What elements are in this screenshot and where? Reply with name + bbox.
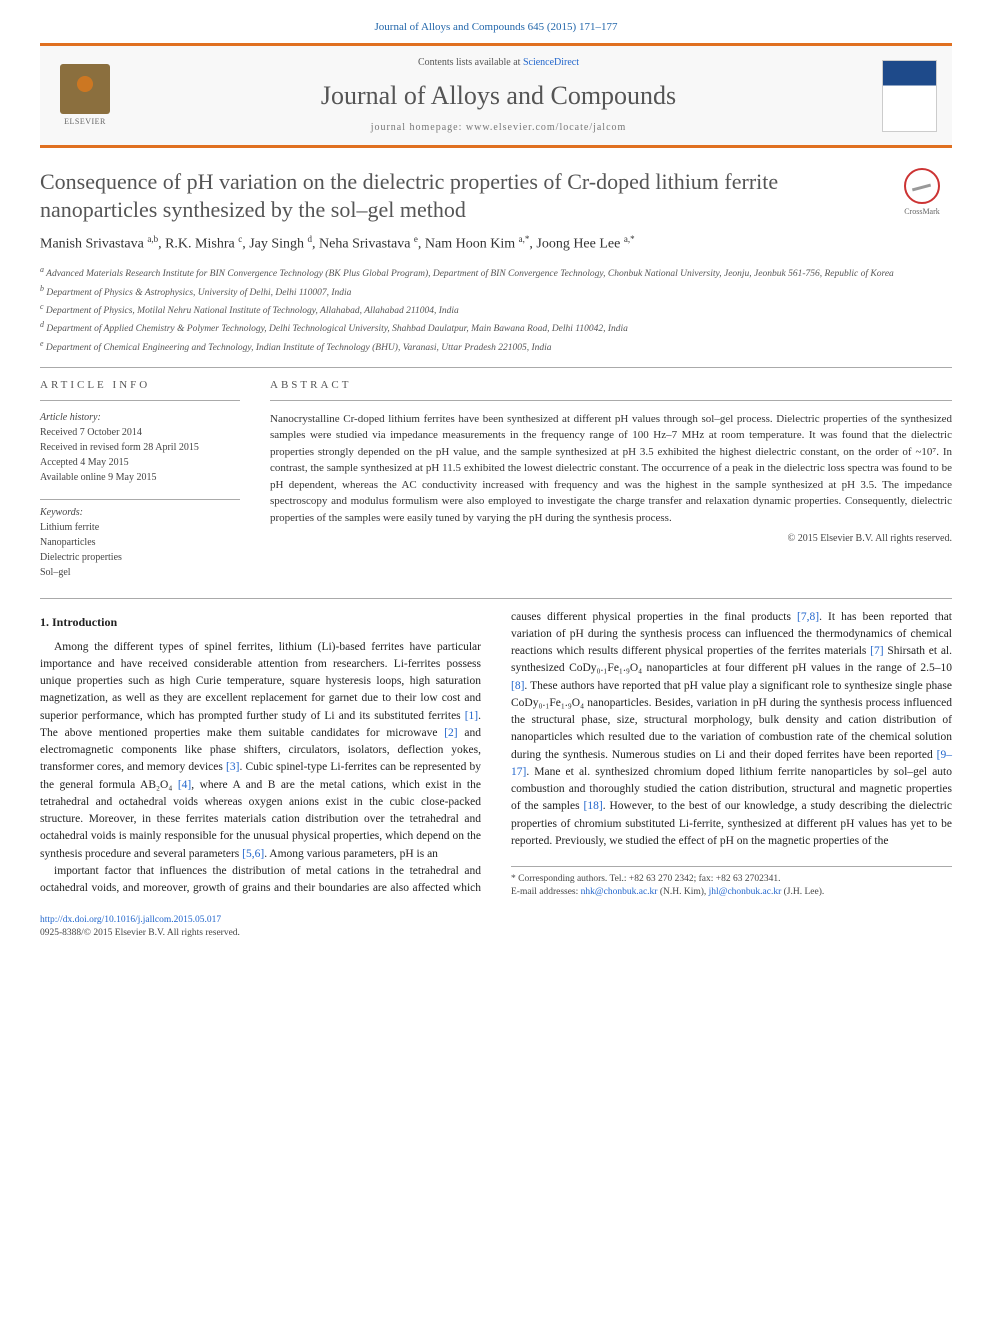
divider: [40, 598, 952, 599]
contents-prefix: Contents lists available at: [418, 57, 523, 68]
abstract-column: ABSTRACT Nanocrystalline Cr-doped lithiu…: [270, 378, 952, 579]
keywords-list: Lithium ferriteNanoparticlesDielectric p…: [40, 520, 240, 580]
issn-copyright: 0925-8388/© 2015 Elsevier B.V. All right…: [40, 928, 240, 938]
affiliation-line: b Department of Physics & Astrophysics, …: [40, 283, 952, 300]
journal-header: ELSEVIER Contents lists available at Sci…: [40, 43, 952, 147]
homepage-line: journal homepage: www.elsevier.com/locat…: [115, 121, 882, 135]
email-name-2: (J.H. Lee).: [781, 887, 824, 897]
body-columns: 1. Introduction Among the different type…: [40, 609, 952, 900]
journal-name: Journal of Alloys and Compounds: [115, 78, 882, 114]
abstract-heading: ABSTRACT: [270, 378, 952, 400]
homepage-url[interactable]: www.elsevier.com/locate/jalcom: [466, 122, 626, 133]
journal-reference: Journal of Alloys and Compounds 645 (201…: [40, 20, 952, 35]
affiliation-line: d Department of Applied Chemistry & Poly…: [40, 319, 952, 336]
article-info-heading: ARTICLE INFO: [40, 378, 240, 400]
elsevier-logo[interactable]: ELSEVIER: [55, 61, 115, 131]
history-label: Article history:: [40, 411, 240, 425]
affiliation-line: c Department of Physics, Motilal Nehru N…: [40, 301, 952, 318]
homepage-prefix: journal homepage:: [371, 122, 466, 133]
header-center: Contents lists available at ScienceDirec…: [115, 56, 882, 134]
contents-line: Contents lists available at ScienceDirec…: [115, 56, 882, 70]
intro-paragraph-1: Among the different types of spinel ferr…: [40, 639, 481, 863]
affiliation-line: e Department of Chemical Engineering and…: [40, 338, 952, 355]
info-abstract-row: ARTICLE INFO Article history: Received 7…: [40, 378, 952, 579]
article-history: Received 7 October 2014Received in revis…: [40, 425, 240, 485]
journal-cover-thumbnail[interactable]: [882, 60, 937, 132]
email-addresses: E-mail addresses: nhk@chonbuk.ac.kr (N.H…: [511, 886, 952, 899]
keywords-label: Keywords:: [40, 499, 240, 520]
title-area: Consequence of pH variation on the diele…: [40, 168, 952, 225]
article-info-column: ARTICLE INFO Article history: Received 7…: [40, 378, 240, 579]
emails-label: E-mail addresses:: [511, 887, 581, 897]
footnotes: * Corresponding authors. Tel.: +82 63 27…: [511, 866, 952, 900]
intro-heading: 1. Introduction: [40, 613, 481, 631]
crossmark-badge[interactable]: CrossMark: [892, 168, 952, 217]
email-link-1[interactable]: nhk@chonbuk.ac.kr: [581, 887, 658, 897]
abstract-copyright: © 2015 Elsevier B.V. All rights reserved…: [270, 532, 952, 546]
elsevier-tree-icon: [60, 64, 110, 114]
doi-link[interactable]: http://dx.doi.org/10.1016/j.jallcom.2015…: [40, 915, 221, 925]
corresponding-author-note: * Corresponding authors. Tel.: +82 63 27…: [511, 873, 952, 886]
affiliation-line: a Advanced Materials Research Institute …: [40, 264, 952, 281]
email-link-2[interactable]: jhl@chonbuk.ac.kr: [709, 887, 782, 897]
crossmark-label: CrossMark: [904, 207, 940, 216]
divider: [40, 367, 952, 368]
authors-list: Manish Srivastava a,b, R.K. Mishra c, Ja…: [40, 233, 952, 254]
affiliations: a Advanced Materials Research Institute …: [40, 264, 952, 355]
abstract-text: Nanocrystalline Cr-doped lithium ferrite…: [270, 411, 952, 527]
email-name-1: (N.H. Kim),: [657, 887, 708, 897]
sciencedirect-link[interactable]: ScienceDirect: [523, 57, 579, 68]
crossmark-icon: [904, 168, 940, 204]
doi-footer: http://dx.doi.org/10.1016/j.jallcom.2015…: [40, 914, 952, 941]
article-title: Consequence of pH variation on the diele…: [40, 168, 877, 225]
elsevier-text: ELSEVIER: [64, 116, 106, 127]
